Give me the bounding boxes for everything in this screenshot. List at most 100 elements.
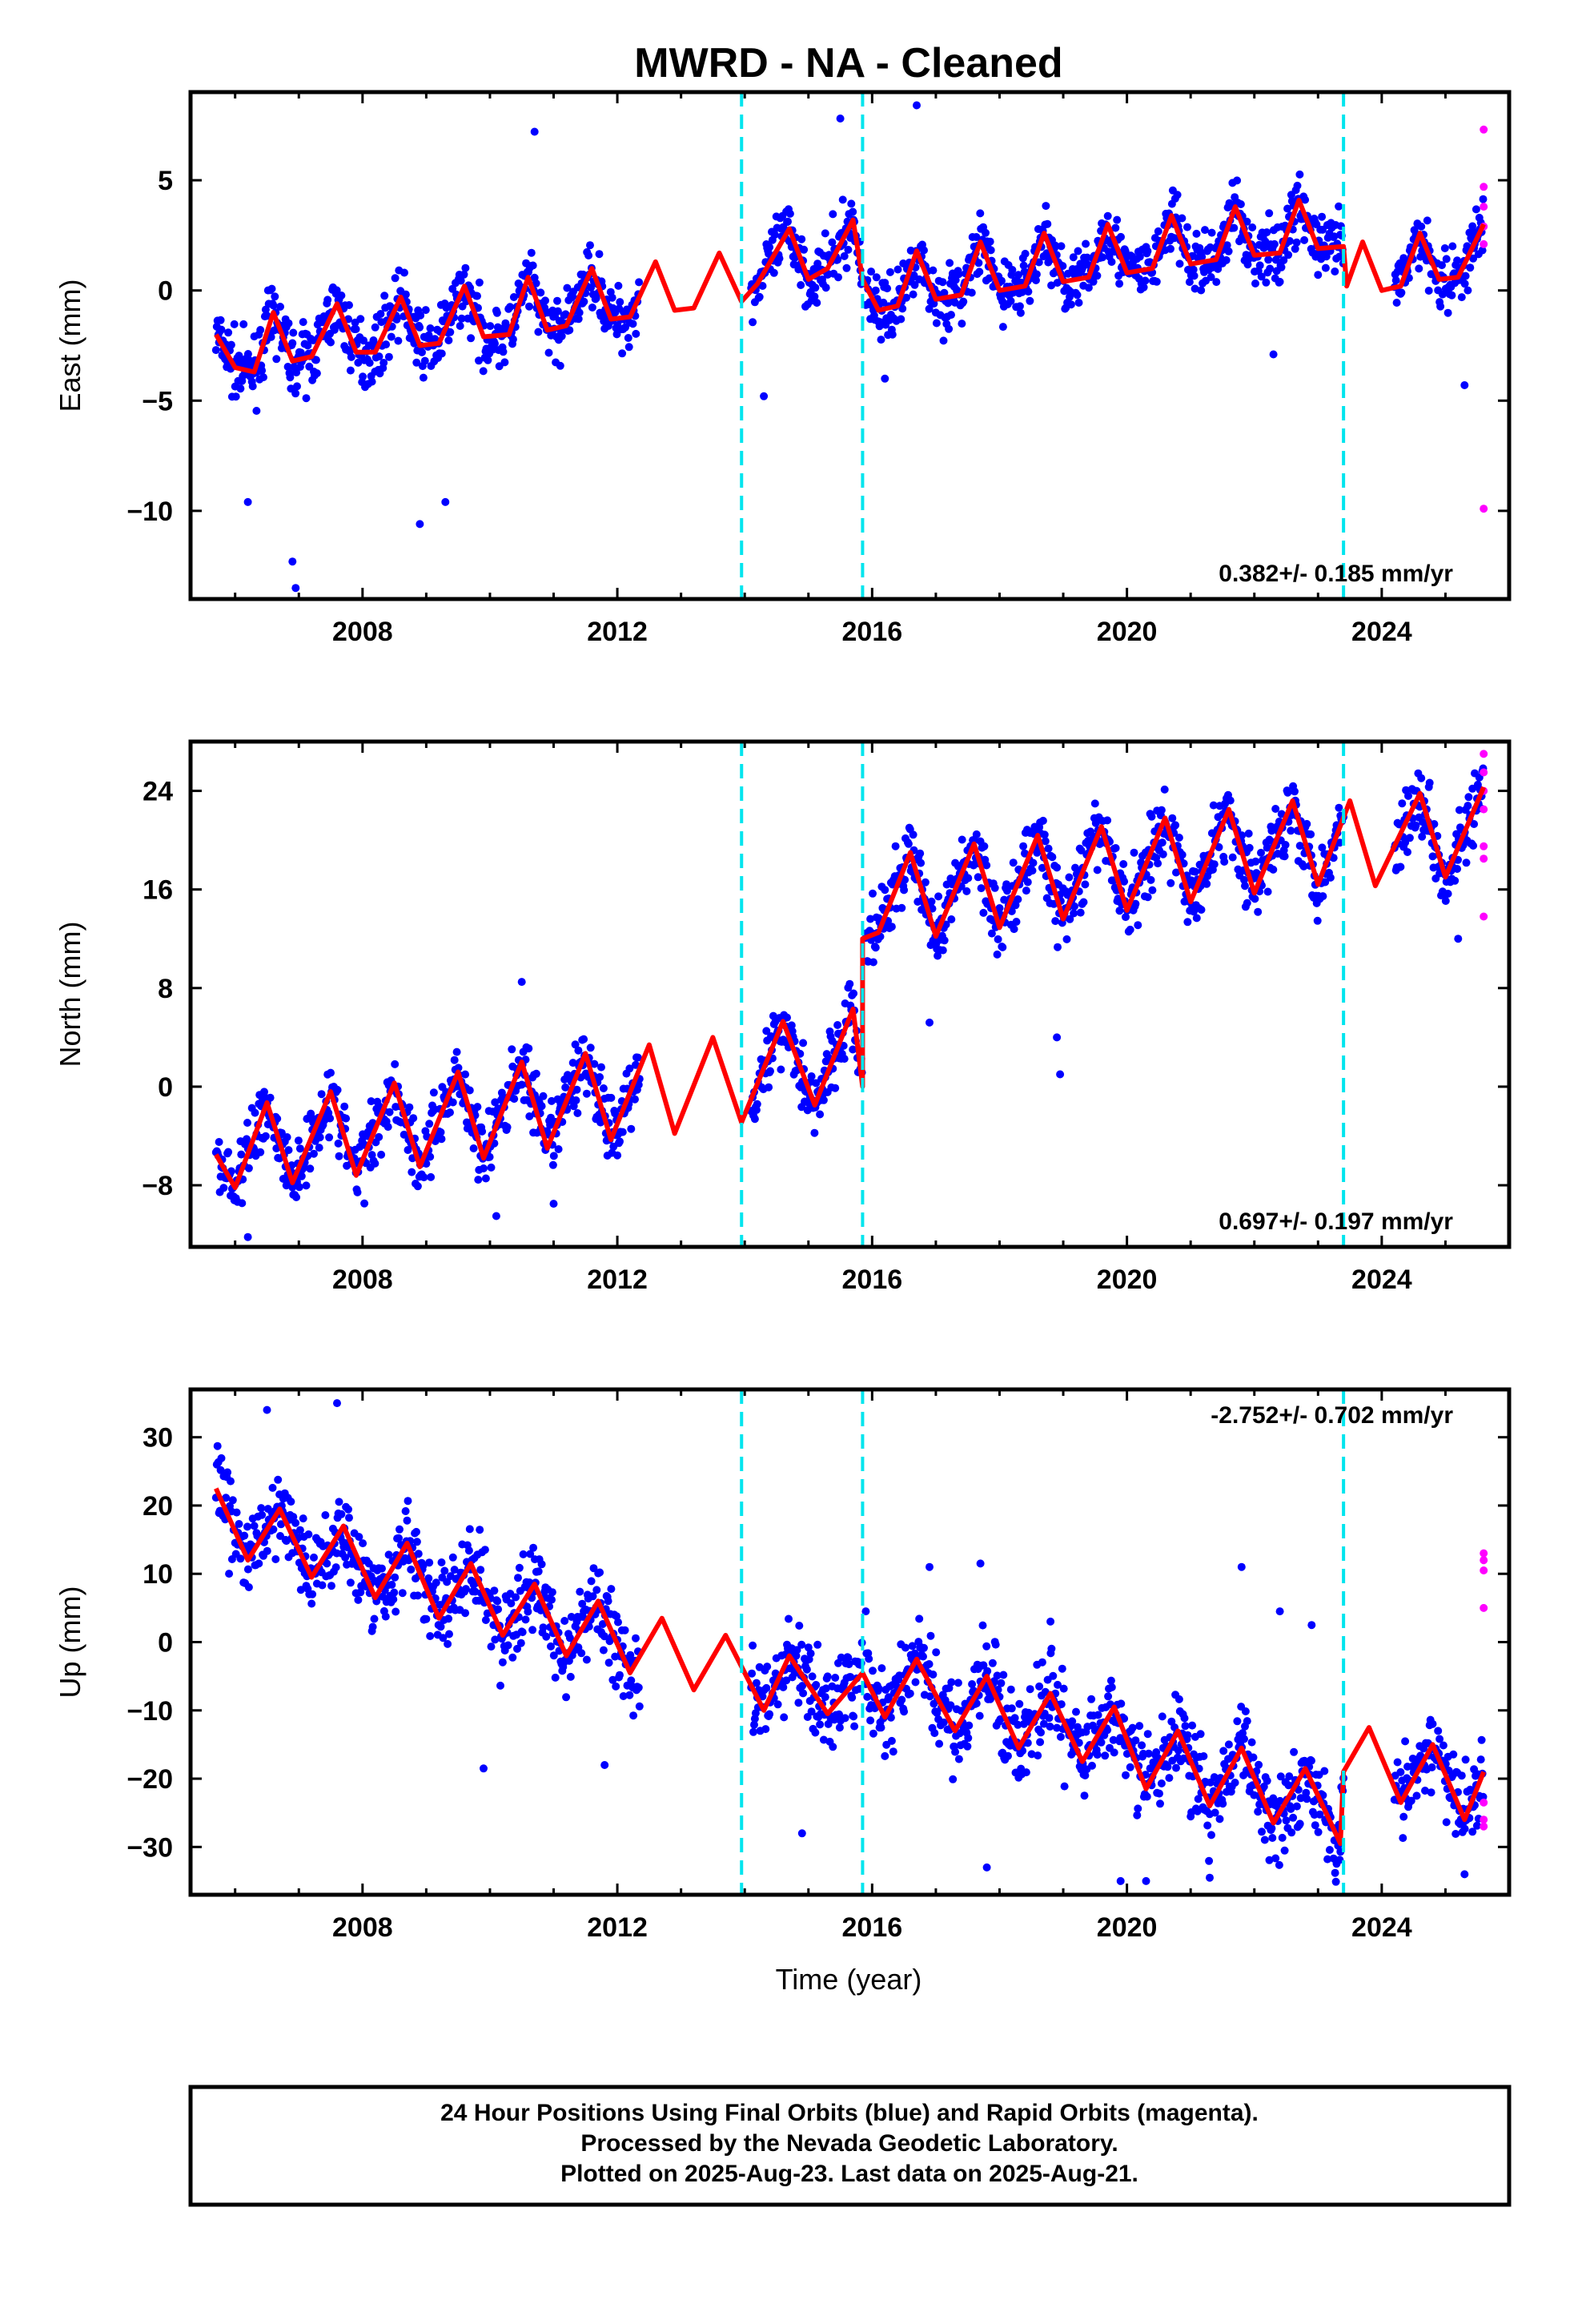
east-final-point [1192,229,1201,238]
east-final-point [536,288,545,297]
north-final-point [831,1084,840,1092]
east-final-point [614,281,623,290]
east-final-point [785,209,794,218]
up-final-point [565,1634,574,1642]
east-final-point [460,270,468,279]
east-final-point [1139,283,1148,292]
east-final-point [829,210,837,219]
up-final-point [263,1546,271,1555]
up-final-point [398,1589,407,1598]
north-final-point [315,1133,324,1142]
up-final-point [925,1660,934,1668]
up-final-point [1287,1828,1296,1837]
up-final-point [1449,1750,1458,1759]
north-final-point [897,903,906,912]
north-final-point [1130,848,1138,857]
north-final-point [1192,914,1201,923]
north-y-tick-label: 0 [158,1072,173,1103]
up-final-point [521,1615,530,1624]
up-final-point [900,1707,909,1716]
east-final-point [239,320,248,328]
up-final-point [749,1641,757,1650]
up-final-point [1174,1746,1182,1755]
east-final-point [332,286,341,295]
up-final-point [1097,1738,1106,1747]
up-final-point [1461,1755,1470,1764]
up-final-point [1058,1664,1066,1673]
east-final-point [1024,287,1033,296]
up-final-point [341,1553,350,1562]
up-final-point [1142,1792,1151,1801]
east-final-point [584,251,593,259]
up-final-point [1205,1856,1214,1865]
east-final-point [1111,223,1120,232]
up-final-point [1165,1774,1174,1783]
east-final-point [1135,252,1144,261]
up-final-point [560,1617,569,1625]
east-final-point [1391,276,1400,285]
east-final-point [272,355,281,364]
north-final-point [921,878,930,887]
north-final-point [327,1068,335,1077]
east-final-point [532,279,540,287]
up-final-point [587,1577,596,1586]
up-final-point [949,1775,958,1783]
east-final-point [975,267,984,276]
east-final-point [437,349,446,358]
north-final-point [1119,860,1128,868]
north-final-point [590,1059,599,1068]
up-final-point [935,1739,944,1748]
north-rapid-point [1480,842,1488,850]
north-final-point [292,1193,301,1201]
north-final-point [613,1151,622,1160]
north-final-point [1051,917,1060,926]
east-final-point [883,284,892,293]
east-final-point [293,382,301,391]
up-final-point [1460,1824,1469,1833]
up-final-point [1307,1756,1315,1765]
east-final-point [384,352,393,361]
east-final-point [224,328,233,337]
up-final-point [381,1612,390,1621]
north-final-point [288,1183,297,1192]
east-final-point [1073,291,1082,300]
east-final-point [345,301,353,309]
east-final-point [1016,308,1025,317]
east-final-point [1015,302,1024,311]
east-final-point [885,267,894,276]
east-x-tick-label: 2008 [332,617,393,647]
east-final-point [946,259,954,267]
up-y-tick-label: −20 [126,1764,173,1795]
up-final-point [576,1587,584,1596]
north-axis-label: North (mm) [54,922,86,1068]
up-final-point [307,1599,316,1608]
north-final-point [1122,913,1130,922]
up-final-point [1289,1813,1298,1822]
north-final-point [1418,832,1427,841]
up-final-point [846,1673,855,1682]
north-final-point [812,1079,821,1088]
east-final-point [1074,299,1083,307]
east-final-point [418,348,426,356]
north-final-point [284,1146,293,1155]
up-final-point [1015,1699,1024,1708]
east-final-point [1032,270,1041,279]
east-final-point [1442,255,1451,263]
up-final-point [1199,1752,1208,1760]
north-final-point [1335,838,1344,847]
east-final-point [509,293,518,301]
east-final-point [456,276,465,285]
east-final-point [976,209,985,218]
north-final-point [413,1182,422,1191]
up-final-point [1135,1722,1144,1731]
north-final-point [238,1199,247,1208]
up-final-point [627,1676,636,1685]
north-final-point [1329,854,1338,862]
north-final-point [900,886,909,895]
east-final-point [797,281,805,289]
north-final-point [452,1047,461,1056]
north-y-tick-label: 8 [158,974,173,1004]
north-final-point [1081,880,1090,889]
up-final-point [258,1510,267,1519]
up-final-point [804,1643,813,1652]
